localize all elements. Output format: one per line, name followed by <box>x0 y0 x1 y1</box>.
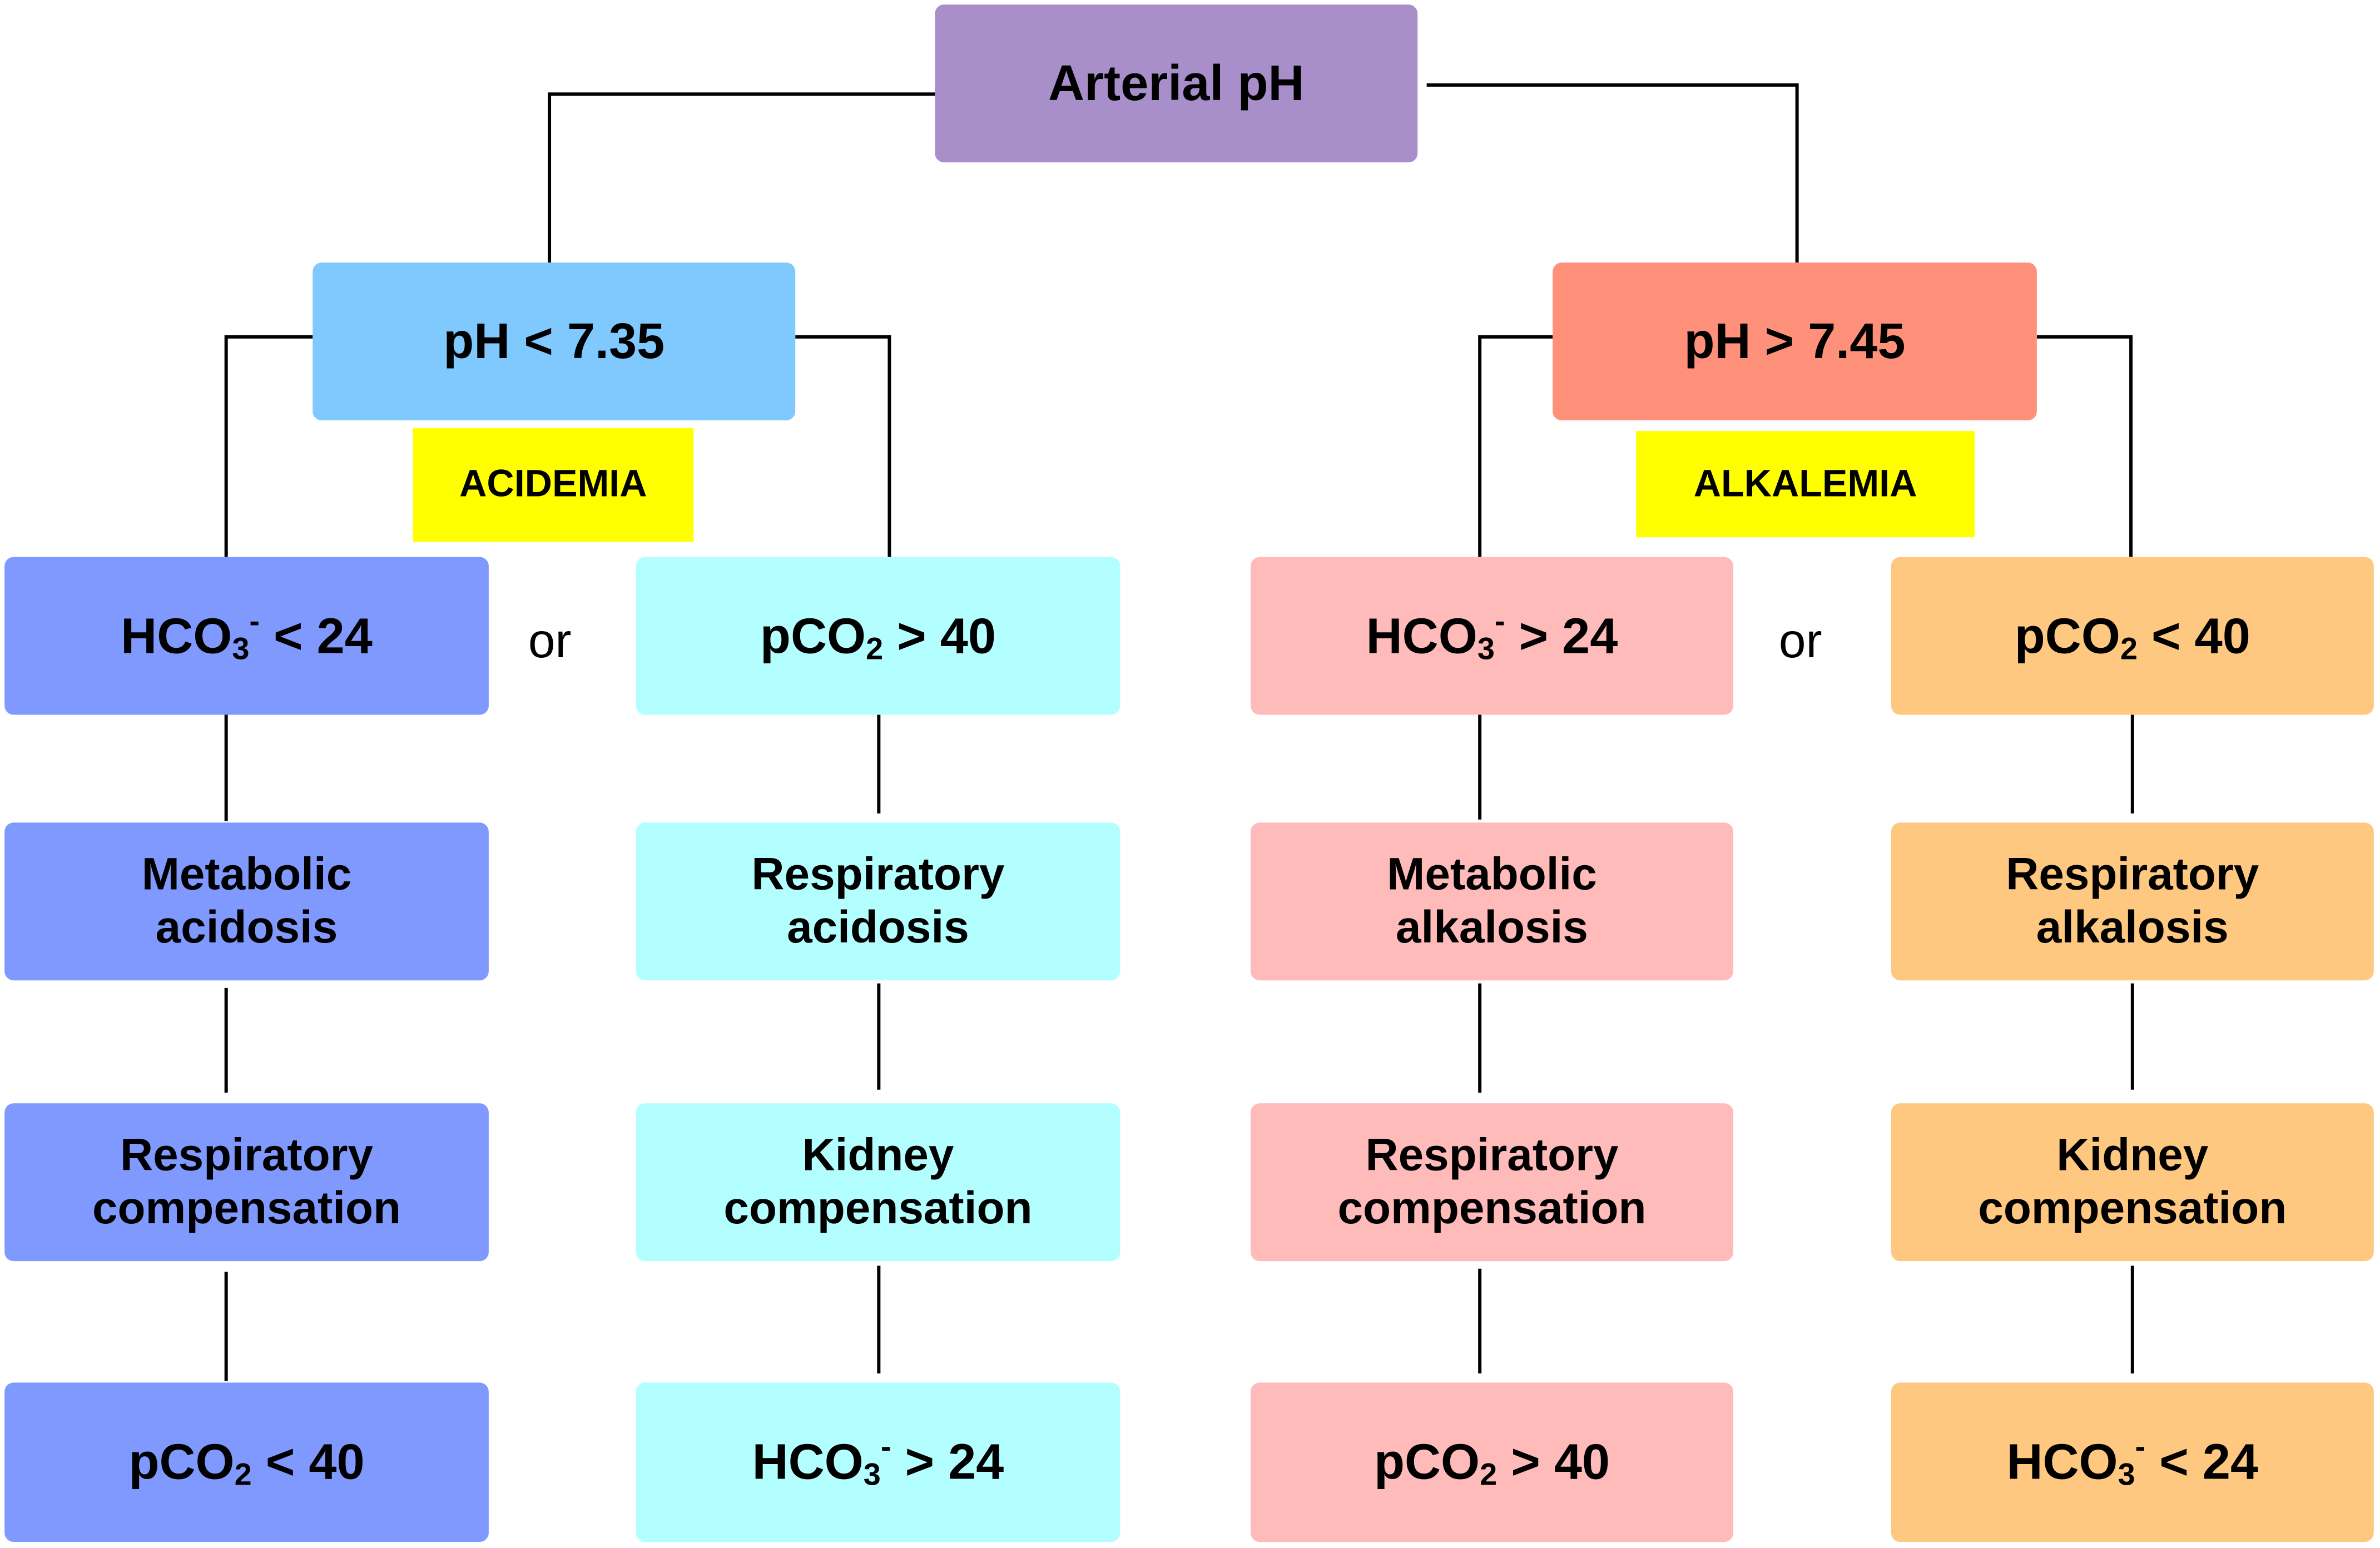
alk-metabolic-result: pCO2 > 40 <box>1251 1382 1733 1542</box>
alk-ph-node: pH > 7.45 <box>1553 262 2037 421</box>
connector-root-alk <box>1426 83 1799 263</box>
acid-respiratory-type: Respiratory acidosis <box>636 822 1120 981</box>
root-label: Arterial pH <box>1048 53 1305 110</box>
root-node: Arterial pH <box>935 4 1418 163</box>
connector-acid-respiratory <box>795 335 891 557</box>
alkalemia-tag: ALKALEMIA <box>1636 431 1975 538</box>
acid-ph-label: pH < 7.35 <box>443 311 665 368</box>
alk-respiratory-compensation: Kidney compensation <box>1891 1103 2374 1262</box>
connector-alk-metabolic <box>1478 335 1553 557</box>
acid-respiratory-cause: pCO2 > 40 <box>636 557 1120 715</box>
acid-respiratory-compensation: Kidney compensation <box>636 1103 1120 1262</box>
alk-or-label: or <box>1778 613 1822 668</box>
connector-root-acid <box>548 92 935 263</box>
alk-ph-label: pH > 7.45 <box>1684 311 1906 368</box>
alk-respiratory-type: Respiratory alkalosis <box>1891 822 2374 981</box>
acid-ph-node: pH < 7.35 <box>313 262 796 421</box>
acidemia-tag: ACIDEMIA <box>413 428 694 542</box>
connector-alk-respiratory <box>2036 335 2133 557</box>
acid-metabolic-type: Metabolic acidosis <box>4 822 489 981</box>
alk-metabolic-type: Metabolic alkalosis <box>1251 822 1733 981</box>
acid-metabolic-compensation: Respiratory compensation <box>4 1103 489 1262</box>
alkalemia-label: ALKALEMIA <box>1693 462 1917 505</box>
acid-metabolic-result: pCO2 < 40 <box>4 1382 489 1542</box>
acid-or-label: or <box>528 613 572 668</box>
acid-respiratory-result: HCO3- > 24 <box>636 1382 1120 1542</box>
connector-acid-metabolic <box>224 335 313 557</box>
alk-metabolic-cause: HCO3- > 24 <box>1251 557 1733 715</box>
alk-metabolic-compensation: Respiratory compensation <box>1251 1103 1733 1262</box>
acid-metabolic-cause: HCO3- < 24 <box>4 557 489 715</box>
alk-respiratory-result: HCO3- < 24 <box>1891 1382 2374 1542</box>
alk-respiratory-cause: pCO2 < 40 <box>1891 557 2374 715</box>
acidemia-label: ACIDEMIA <box>459 463 647 505</box>
